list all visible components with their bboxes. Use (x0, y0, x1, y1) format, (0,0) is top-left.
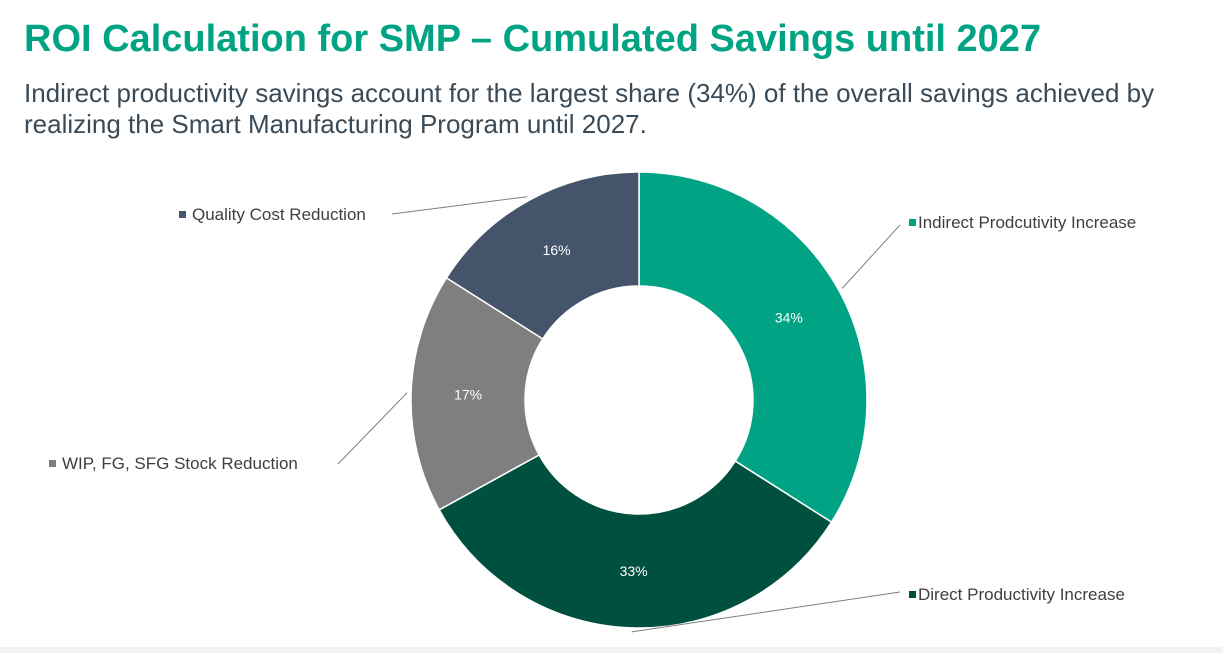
leader-line-direct-productivity-increase (631, 591, 901, 633)
data-labels: 34% 33% 17% 16% (454, 242, 803, 579)
footer-strip (0, 647, 1223, 653)
leader-line-quality-cost-reduction (391, 196, 528, 215)
slice-direct-productivity-increase (438, 453, 833, 629)
legend-label-indirect-prodcutivity-increase: Indirect Prodcutivity Increase (918, 213, 1136, 232)
category-labels: Indirect Prodcutivity Increase Direct Pro… (49, 205, 1136, 604)
legend-marker-wip-fg-sfg-stock-reduction (49, 460, 56, 467)
legend-label-direct-productivity-increase: Direct Productivity Increase (918, 585, 1125, 604)
chart-slices (410, 171, 868, 629)
legend-label-quality-cost-reduction: Quality Cost Reduction (192, 205, 366, 224)
slide-title: ROI Calculation for SMP – Cumulated Savi… (24, 18, 1042, 60)
data-label-indirect-prodcutivity-increase: 34% (775, 310, 803, 326)
slice-wip-fg-sfg-stock-reduction (410, 276, 544, 511)
slide-subtitle: Indirect productivity savings account fo… (24, 78, 1155, 139)
data-label-quality-cost-reduction: 16% (543, 242, 571, 258)
legend-marker-direct-productivity-increase (909, 591, 916, 598)
data-label-wip-fg-sfg-stock-reduction: 17% (454, 387, 482, 403)
slice-indirect-prodcutivity-increase (638, 171, 868, 524)
slice-quality-cost-reduction (445, 171, 640, 340)
leader-lines (337, 196, 901, 633)
legend-marker-indirect-prodcutivity-increase (909, 219, 916, 226)
data-label-direct-productivity-increase: 33% (620, 563, 648, 579)
legend-label-wip-fg-sfg-stock-reduction: WIP, FG, SFG Stock Reduction (62, 454, 298, 473)
leader-line-indirect-prodcutivity-increase (841, 224, 901, 289)
leader-line-wip-fg-sfg-stock-reduction (337, 392, 408, 465)
legend-marker-quality-cost-reduction (179, 211, 186, 218)
